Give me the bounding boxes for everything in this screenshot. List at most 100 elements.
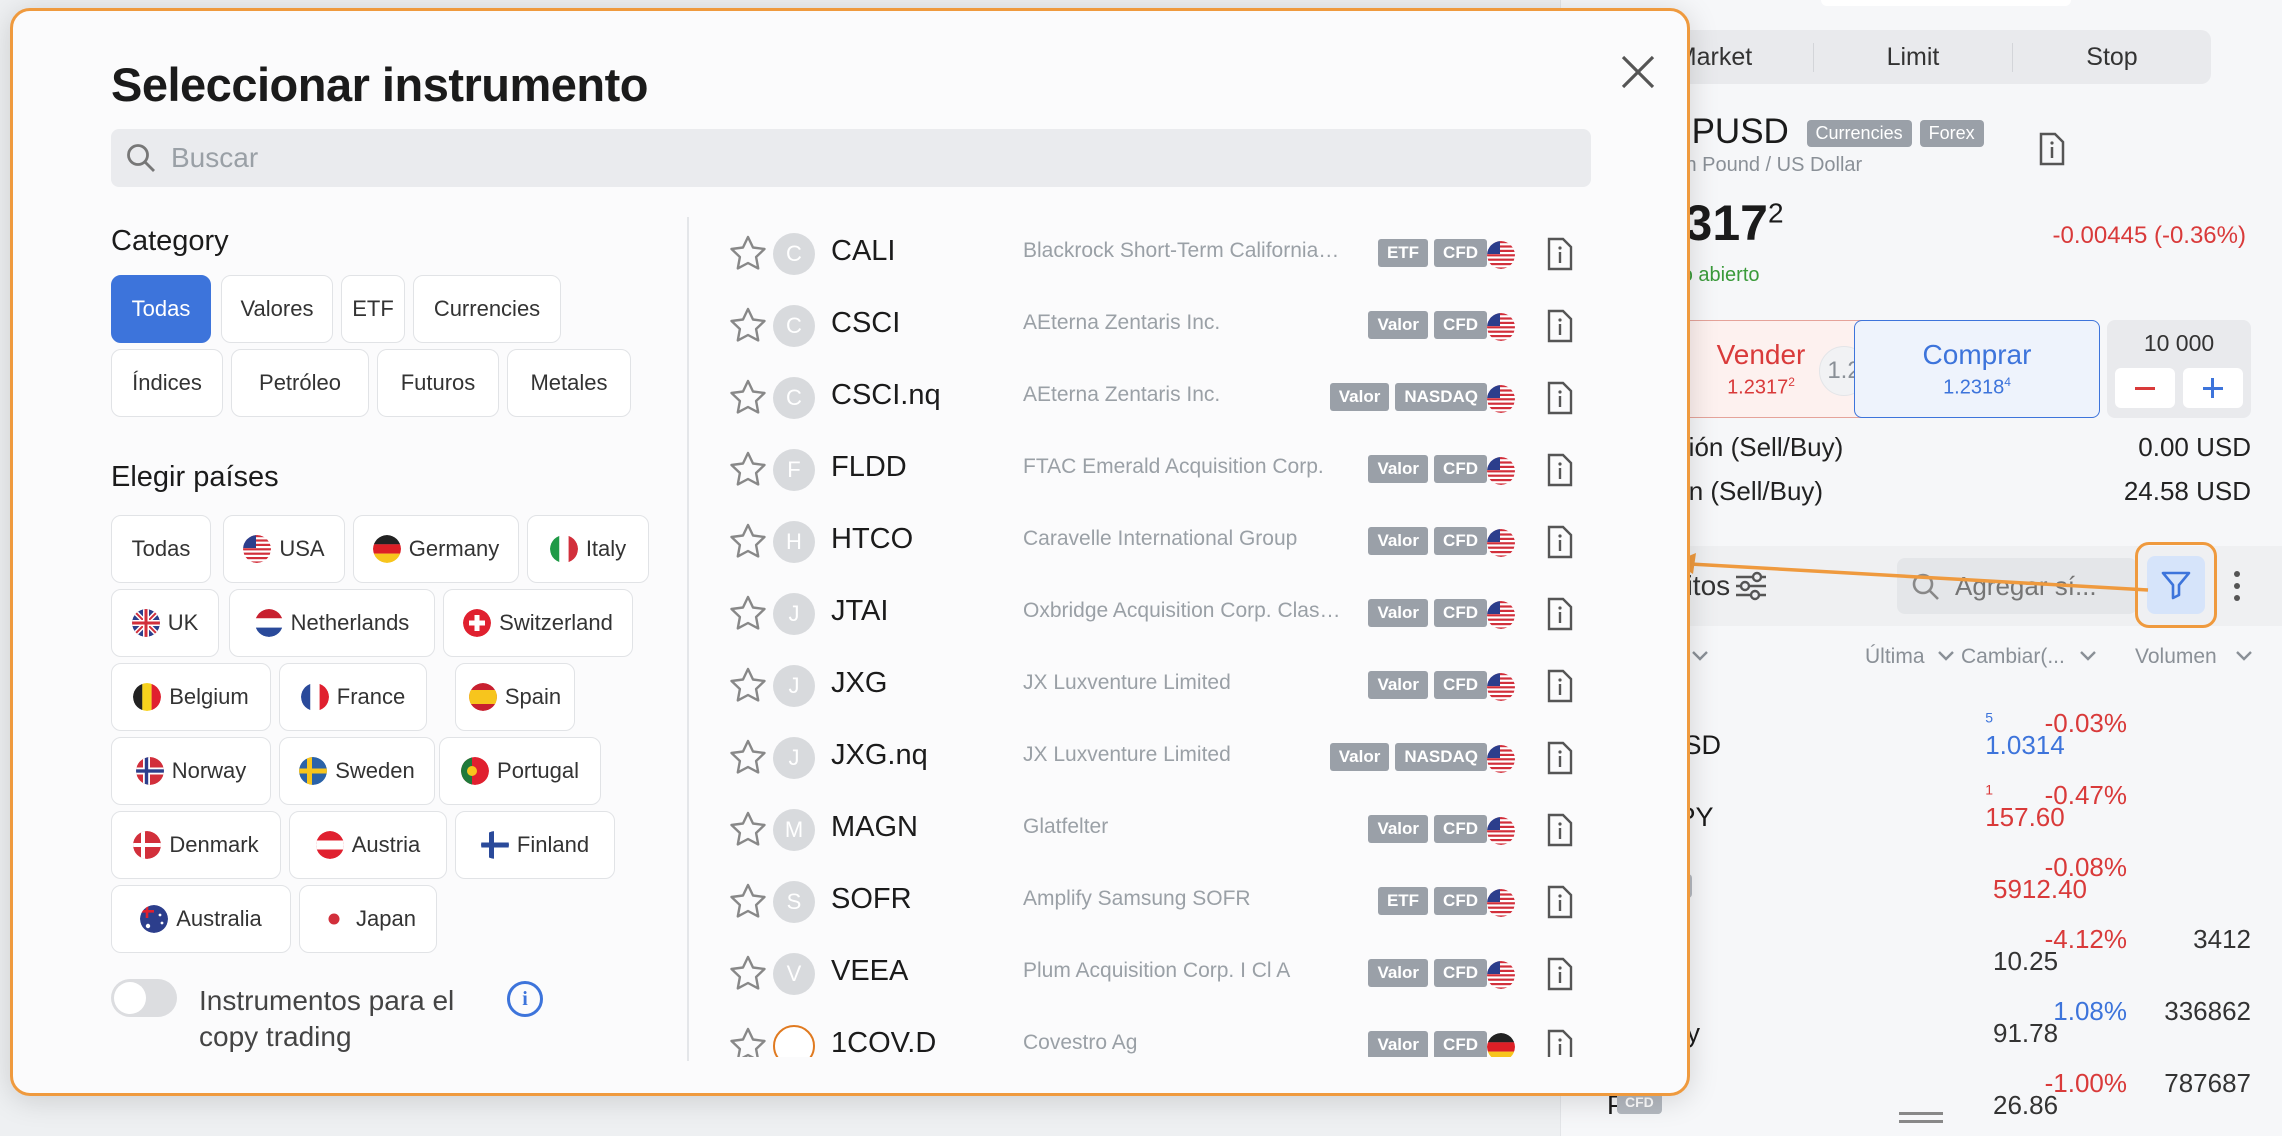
instrument-tag: NASDAQ [1395, 743, 1487, 771]
watch-volume: 3412 [2193, 924, 2251, 954]
instrument-info-icon[interactable] [1545, 1029, 1575, 1057]
star-icon[interactable] [729, 667, 767, 703]
instrument-row[interactable]: H HTCO Caravelle International Group Valor C… [713, 505, 1593, 577]
country-chip-3[interactable]: Italy [527, 515, 649, 583]
instrument-avatar: F [773, 449, 815, 491]
chevron-down-icon[interactable] [1937, 650, 1955, 662]
star-icon[interactable] [729, 523, 767, 559]
more-options-icon[interactable] [2231, 568, 2243, 604]
chevron-down-icon[interactable] [1691, 650, 1709, 662]
quantity-value[interactable]: 10 000 [2143, 330, 2215, 356]
filter-button[interactable] [2147, 556, 2205, 614]
star-icon[interactable] [729, 955, 767, 991]
instrument-search-input[interactable] [171, 129, 1571, 187]
instrument-row[interactable]: J JTAI Oxbridge Acquisition Corp. Class A V… [713, 577, 1593, 649]
tab-stop[interactable]: Stop [2086, 42, 2138, 71]
instrument-row[interactable]: V VEEA Plum Acquisition Corp. I Cl A Valor C… [713, 937, 1593, 1009]
instrument-row[interactable]: F FLDD FTAC Emerald Acquisition Corp. Valor… [713, 433, 1593, 505]
instrument-row[interactable]: J JXG JX Luxventure Limited Valor CFD [713, 649, 1593, 721]
instrument-info-icon[interactable] [1545, 525, 1575, 559]
instrument-info-icon[interactable] [1545, 669, 1575, 703]
copy-trading-toggle[interactable] [111, 979, 177, 1017]
instrument-info-icon[interactable] [1545, 309, 1575, 343]
instrument-info-icon[interactable] [1545, 237, 1575, 271]
category-chip-6[interactable]: Futuros [377, 349, 499, 417]
watchlist-row[interactable]: PFECFD26.86-1.00%787687 [1607, 1046, 2282, 1120]
instrument-info-icon[interactable] [1545, 597, 1575, 631]
instrument-row[interactable]: J JXG.nq JX Luxventure Limited Valor NASDAQ [713, 721, 1593, 793]
column-change[interactable]: Cambiar(... [1961, 645, 2065, 668]
de-flag-icon [1487, 1033, 1515, 1057]
star-icon[interactable] [729, 379, 767, 415]
country-chip-9[interactable]: Spain [455, 663, 575, 731]
instrument-info-icon[interactable] [1545, 813, 1575, 847]
settings-sliders-icon[interactable] [1733, 568, 1769, 604]
instrument-tags: Valor CFD [1368, 1031, 1487, 1057]
star-icon[interactable] [729, 883, 767, 919]
instrument-tag: ETF [1377, 239, 1429, 267]
instrument-row[interactable]: S SOFR Amplify Samsung SOFR ETF CFD [713, 865, 1593, 937]
symbol-info-icon[interactable] [2037, 132, 2067, 166]
country-chip-6[interactable]: Switzerland [443, 589, 633, 657]
column-last[interactable]: Última [1865, 645, 1925, 668]
star-icon[interactable] [729, 307, 767, 343]
country-chip-1[interactable]: USA [223, 515, 345, 583]
country-chip-15[interactable]: Finland [455, 811, 615, 879]
watchlist-row[interactable]: GMT.nyNYSE91.781.08%336862 [1607, 974, 2282, 1048]
star-icon[interactable] [729, 1027, 767, 1057]
category-chip-2[interactable]: ETF [341, 275, 405, 343]
star-icon[interactable] [729, 235, 767, 271]
category-chip-4[interactable]: Índices [111, 349, 223, 417]
country-chip-16[interactable]: Australia [111, 885, 291, 953]
instrument-info-icon[interactable] [1545, 957, 1575, 991]
column-volume[interactable]: Volumen [2135, 645, 2217, 668]
country-chip-13[interactable]: Denmark [111, 811, 281, 879]
country-chip-17[interactable]: Japan [299, 885, 437, 953]
instrument-row[interactable]: M MAGN Glatfelter Valor CFD [713, 793, 1593, 865]
category-chip-7[interactable]: Metales [507, 349, 631, 417]
country-chip-4[interactable]: UK [111, 589, 219, 657]
drag-handle-lower[interactable] [1899, 1120, 1943, 1123]
fr-flag-icon [300, 683, 329, 711]
instrument-row[interactable]: C CSCI.nq AEterna Zentaris Inc. Valor NASDAQ [713, 361, 1593, 433]
category-chip-3[interactable]: Currencies [413, 275, 561, 343]
instrument-info-icon[interactable] [1545, 453, 1575, 487]
category-chip-1[interactable]: Valores [221, 275, 333, 343]
country-chip-10[interactable]: Norway [111, 737, 271, 805]
us-flag-icon [1487, 601, 1515, 629]
watchlist-row[interactable]: USDJPYForex157.601-0.47% [1607, 758, 2282, 832]
instrument-row[interactable]: C CSCI AEterna Zentaris Inc. Valor CFD [713, 289, 1593, 361]
drag-handle[interactable] [1899, 1112, 1943, 1115]
chevron-down-icon[interactable] [2079, 650, 2097, 662]
instrument-info-icon[interactable] [1545, 741, 1575, 775]
country-chip-8[interactable]: France [279, 663, 427, 731]
country-chip-7[interactable]: Belgium [111, 663, 271, 731]
country-chip-11[interactable]: Sweden [279, 737, 435, 805]
watchlist-row[interactable]: WRTVCFD10.25-4.12%3412 [1607, 902, 2282, 976]
buy-button[interactable]: Comprar 1.23184 [1854, 320, 2100, 418]
country-chip-12[interactable]: Portugal [439, 737, 601, 805]
country-chip-14[interactable]: Austria [289, 811, 447, 879]
increase-button[interactable] [2183, 368, 2243, 408]
decrease-button[interactable] [2115, 368, 2175, 408]
category-chip-0[interactable]: Todas [111, 275, 211, 343]
category-chip-5[interactable]: Petróleo [231, 349, 369, 417]
instrument-row[interactable]: C CALI Blackrock Short-Term California Mun… [713, 217, 1593, 289]
country-chip-0[interactable]: Todas [111, 515, 211, 583]
instrument-info-icon[interactable] [1545, 381, 1575, 415]
watchlist-row[interactable]: US500GLOBAL5912.40-0.08% [1607, 830, 2282, 904]
star-icon[interactable] [729, 451, 767, 487]
tab-limit[interactable]: Limit [1814, 42, 2013, 72]
instrument-info-icon[interactable] [1545, 885, 1575, 919]
star-icon[interactable] [729, 811, 767, 847]
close-icon[interactable] [1615, 49, 1661, 95]
star-icon[interactable] [729, 739, 767, 775]
star-icon[interactable] [729, 595, 767, 631]
country-chip-5[interactable]: Netherlands [229, 589, 435, 657]
chevron-down-icon[interactable] [2235, 650, 2253, 662]
info-circle-icon[interactable]: i [507, 981, 543, 1017]
instrument-row[interactable]: 1COV.D Covestro Ag Valor CFD [713, 1009, 1593, 1057]
instrument-search[interactable] [111, 129, 1591, 187]
country-chip-2[interactable]: Germany [353, 515, 519, 583]
